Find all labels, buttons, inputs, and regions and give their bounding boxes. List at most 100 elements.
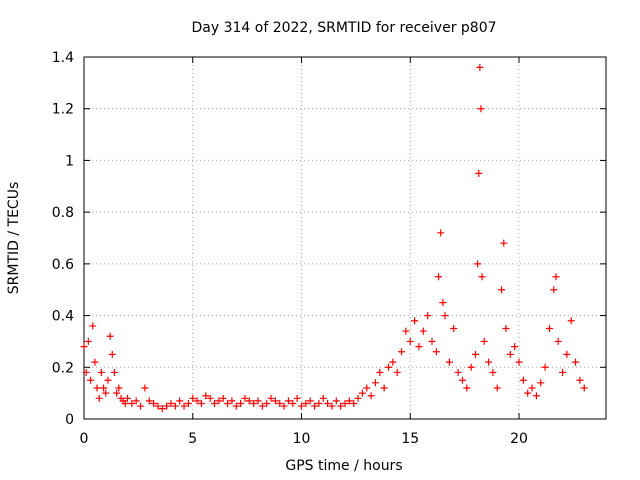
data-point <box>124 394 131 402</box>
data-point <box>280 402 288 410</box>
axis-ticks: 0 5 10 15 20 0 0.2 0.4 0.6 0.8 1 1.2 1.4 <box>52 50 606 447</box>
data-point <box>437 229 445 237</box>
x-axis-label: GPS time / hours <box>285 458 402 474</box>
data-point <box>563 350 571 358</box>
data-point <box>572 358 580 366</box>
data-point <box>167 399 175 407</box>
data-point <box>524 389 532 397</box>
data-point <box>328 402 336 410</box>
data-point <box>385 363 392 371</box>
data-point <box>341 399 349 407</box>
data-point <box>463 384 471 392</box>
data-point <box>441 312 449 320</box>
data-point <box>184 399 192 407</box>
data-point <box>263 399 271 407</box>
data-point <box>354 394 362 402</box>
data-point <box>154 402 162 410</box>
data-point <box>458 376 466 384</box>
data-point <box>95 394 103 402</box>
data-point <box>319 394 327 402</box>
data-point <box>541 363 549 371</box>
data-point <box>254 397 262 405</box>
data-point <box>289 399 297 407</box>
data-point <box>454 368 462 376</box>
data-point <box>419 327 427 335</box>
x-tick-label: 15 <box>401 431 419 447</box>
data-point <box>324 399 332 407</box>
data-point <box>532 392 540 400</box>
data-point <box>406 337 414 345</box>
data-point <box>241 394 249 402</box>
data-point <box>445 358 453 366</box>
y-tick-label: 1.2 <box>52 102 74 118</box>
data-point <box>475 169 483 177</box>
data-point <box>498 286 506 294</box>
data-point <box>428 337 436 345</box>
data-point <box>371 379 379 387</box>
data-point <box>237 399 245 407</box>
data-point <box>100 384 108 392</box>
data-point <box>545 325 553 332</box>
data-point <box>311 402 319 410</box>
data-point <box>345 397 353 405</box>
y-axis-label: SRMTID / TECUs <box>6 182 22 295</box>
data-point <box>450 325 458 332</box>
data-point <box>567 317 575 325</box>
data-point <box>477 105 485 113</box>
data-point <box>576 376 584 384</box>
data-point <box>215 397 223 405</box>
y-tick-label: 0.8 <box>52 205 74 221</box>
data-point <box>128 399 136 407</box>
data-point <box>337 402 345 410</box>
data-point <box>150 399 158 407</box>
data-point <box>439 299 447 307</box>
data-point <box>232 402 240 410</box>
grid-lines <box>84 57 606 419</box>
data-point <box>467 363 475 371</box>
x-tick-label: 5 <box>188 431 197 447</box>
y-tick-label: 0.2 <box>52 360 74 376</box>
data-point <box>432 348 440 356</box>
data-point <box>163 402 171 410</box>
y-tick-label: 1 <box>65 153 74 169</box>
data-point <box>176 397 184 405</box>
data-point <box>113 389 121 397</box>
data-point <box>293 394 301 402</box>
data-point <box>358 389 366 397</box>
data-point <box>500 239 508 247</box>
data-point <box>424 312 432 320</box>
data-point <box>506 350 514 358</box>
data-point <box>158 405 166 413</box>
data-point <box>89 322 97 330</box>
data-point <box>171 402 179 410</box>
data-point <box>306 397 314 405</box>
data-point <box>398 348 406 356</box>
data-point <box>258 402 266 410</box>
y-tick-label: 0 <box>65 412 74 428</box>
data-point <box>489 368 497 376</box>
x-tick-label: 0 <box>80 431 89 447</box>
data-point <box>435 273 443 281</box>
data-point <box>245 397 253 405</box>
data-point <box>141 384 149 392</box>
y-tick-label: 0.6 <box>52 257 74 273</box>
data-point <box>206 394 214 402</box>
data-point <box>132 397 140 405</box>
data-point <box>402 327 410 335</box>
data-point <box>145 397 153 405</box>
data-point <box>559 368 566 376</box>
data-point <box>102 389 110 397</box>
data-point <box>271 397 279 405</box>
data-point <box>493 384 501 392</box>
data-point <box>302 399 310 407</box>
data-point <box>202 392 210 400</box>
data-point <box>485 358 493 366</box>
data-point <box>580 384 588 392</box>
data-point <box>332 397 340 405</box>
data-point <box>250 399 258 407</box>
data-point <box>411 317 419 325</box>
data-point <box>82 368 90 376</box>
data-point <box>228 397 236 405</box>
data-point <box>211 399 218 407</box>
